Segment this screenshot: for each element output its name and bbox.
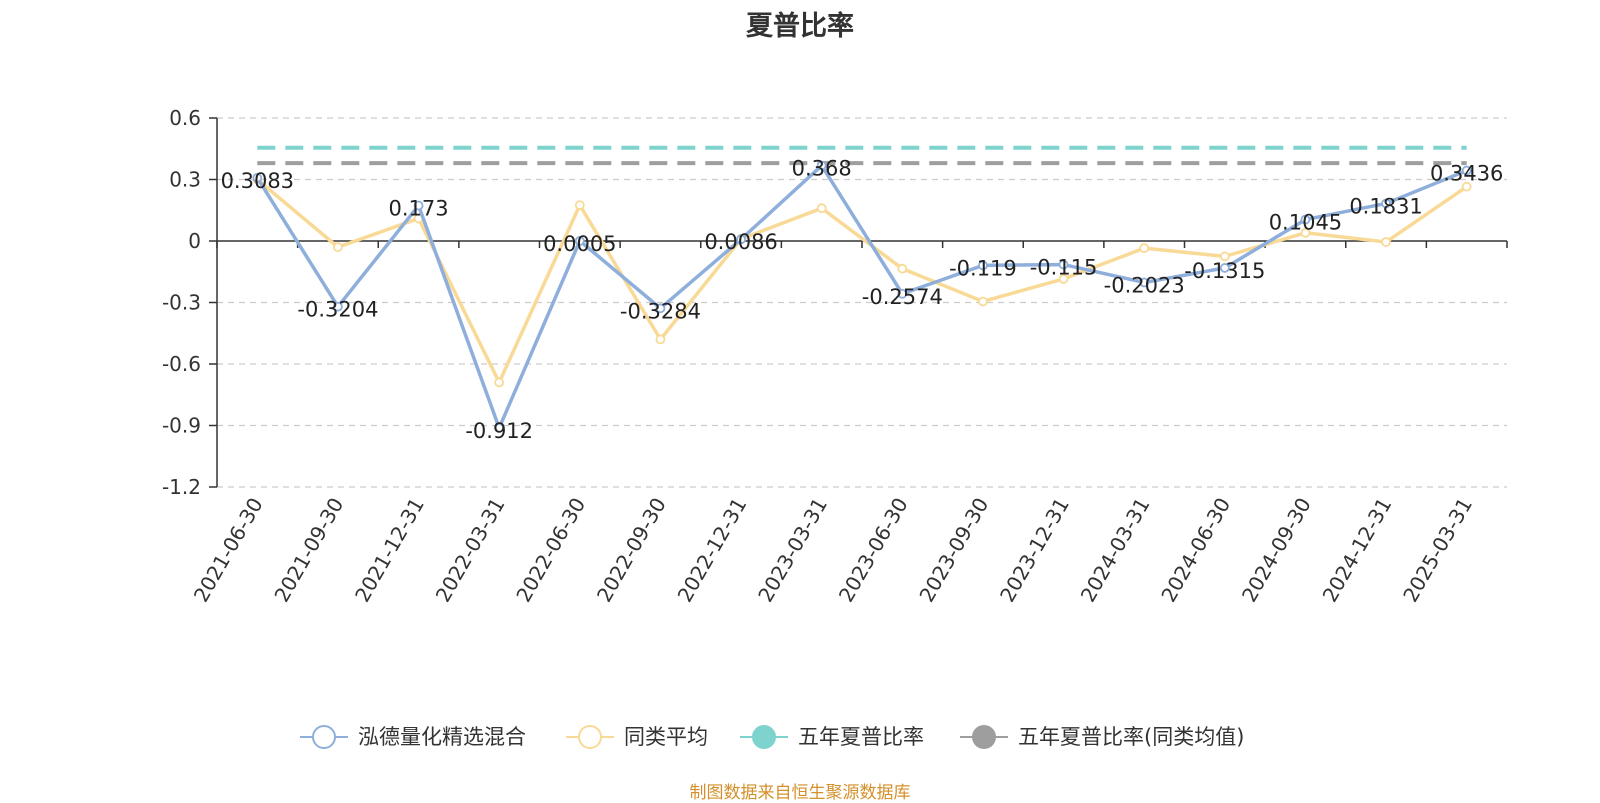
x-tick-label: 2021-06-30	[189, 494, 268, 607]
legend-item[interactable]: 五年夏普比率	[740, 725, 924, 749]
data-label: -0.115	[1030, 256, 1098, 280]
data-label: -0.1315	[1184, 259, 1265, 283]
data-point	[1219, 263, 1230, 273]
x-tick-label: 2024-09-30	[1237, 494, 1316, 607]
y-tick-label: -1.2	[162, 475, 201, 499]
data-point	[1139, 243, 1150, 254]
data-point	[1381, 237, 1391, 247]
x-tick-label: 2022-09-30	[592, 494, 671, 607]
x-tick-label: 2023-09-30	[914, 494, 993, 607]
data-label: 0.3436	[1430, 162, 1503, 186]
x-tick-label: 2023-12-31	[995, 494, 1074, 607]
x-tick-label: 2022-12-31	[672, 494, 751, 607]
data-point	[413, 200, 424, 211]
data-point	[252, 172, 263, 183]
data-point	[816, 160, 827, 171]
data-label: -0.912	[465, 419, 533, 443]
data-point	[897, 288, 908, 299]
data-point	[655, 303, 666, 314]
x-tick-label: 2024-03-31	[1076, 494, 1155, 607]
legend-item[interactable]: 同类平均	[566, 725, 708, 749]
legend-item[interactable]: 五年夏普比率(同类均值)	[960, 725, 1244, 749]
legend-hollow-circle-icon	[578, 725, 602, 749]
data-point	[1300, 214, 1311, 225]
data-point	[333, 301, 343, 312]
data-point	[333, 242, 343, 253]
data-point	[1139, 277, 1150, 288]
data-label: 0.1831	[1349, 194, 1422, 218]
chart-title: 夏普比率	[746, 11, 854, 42]
source-note: 制图数据来自恒生聚源数据库	[689, 783, 911, 803]
legend-filled-circle-icon	[972, 725, 996, 749]
x-tick-label: 2025-03-31	[1398, 494, 1477, 607]
x-tick-label: 2021-09-30	[269, 494, 348, 607]
y-tick-label: -0.6	[162, 352, 201, 376]
x-tick-label: 2022-06-30	[511, 494, 590, 607]
x-tick-label: 2023-06-30	[834, 494, 913, 607]
legend-label: 五年夏普比率(同类均值)	[1018, 725, 1244, 749]
series-line	[255, 163, 1468, 430]
data-point	[1461, 181, 1472, 192]
data-label: -0.2574	[862, 285, 943, 309]
data-label: -0.3284	[620, 299, 701, 323]
data-label: 0.3083	[221, 169, 294, 193]
data-label: 0.0005	[543, 232, 616, 256]
data-label: 0.0086	[704, 230, 777, 254]
data-label: 0.368	[792, 157, 852, 181]
data-point	[1219, 251, 1230, 262]
data-label: -0.119	[949, 256, 1017, 280]
legend-label: 五年夏普比率	[798, 725, 924, 749]
data-point	[1058, 259, 1069, 270]
y-tick-label: 0	[188, 229, 201, 253]
data-label: -0.2023	[1104, 273, 1185, 297]
data-point	[494, 423, 505, 433]
data-labels-layer: 0.3083 -0.3204 0.173 -0.912 0.0005 -0.3284 0.0…	[221, 157, 1504, 443]
data-point	[1461, 165, 1472, 176]
legend-filled-circle-icon	[752, 725, 776, 749]
data-point	[736, 234, 746, 245]
x-tick-label: 2022-03-31	[431, 494, 510, 607]
x-tick-label: 2021-12-31	[350, 494, 429, 607]
data-point	[897, 263, 908, 274]
data-point	[494, 377, 505, 388]
legend-hollow-circle-icon	[312, 725, 336, 749]
data-point	[978, 260, 988, 271]
series-layer	[252, 160, 1472, 433]
y-tick-label: -0.9	[162, 414, 201, 438]
legend-item[interactable]: 泓德量化精选混合	[300, 725, 526, 749]
data-label: 0.1045	[1269, 211, 1342, 235]
grid-layer	[217, 117, 1507, 488]
data-point	[655, 334, 666, 345]
data-label: 0.173	[389, 197, 449, 221]
data-point	[1381, 198, 1391, 209]
data-point	[1300, 227, 1311, 238]
data-point	[978, 296, 988, 307]
legend-label: 泓德量化精选混合	[358, 725, 526, 749]
data-point	[574, 200, 585, 211]
legend-label: 同类平均	[624, 725, 708, 749]
data-label: -0.3204	[297, 298, 378, 322]
data-point	[1058, 274, 1069, 284]
reference-lines-layer	[257, 145, 1467, 166]
legend[interactable]: 泓德量化精选混合 同类平均 五年夏普比率 五年夏普比率(同类均值)	[300, 725, 1244, 749]
data-point	[574, 235, 585, 246]
y-tick-label: -0.3	[162, 291, 201, 315]
x-tick-label: 2023-03-31	[753, 494, 832, 607]
y-tick-label: 0.3	[169, 168, 201, 192]
x-tick-label: 2024-06-30	[1156, 494, 1235, 607]
y-tick-label: 0.6	[169, 106, 201, 130]
x-tick-label: 2024-12-31	[1317, 494, 1396, 607]
data-point	[816, 203, 827, 214]
